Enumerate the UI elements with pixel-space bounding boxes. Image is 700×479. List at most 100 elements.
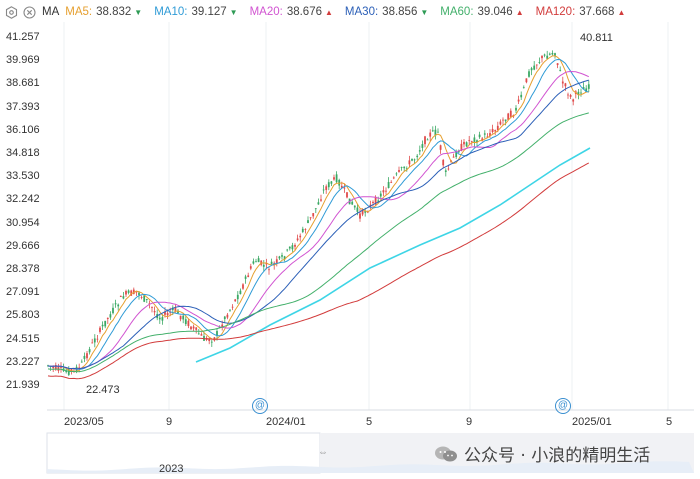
legend-item-value: 38.676	[286, 6, 322, 18]
candle	[408, 160, 411, 165]
candle	[546, 55, 549, 59]
candle	[528, 71, 530, 77]
candle	[353, 205, 356, 208]
candle	[291, 245, 294, 250]
candle	[135, 291, 138, 293]
wechat-icon	[435, 446, 457, 461]
candle	[268, 269, 270, 271]
candle	[413, 159, 416, 161]
settings-icon[interactable]	[4, 5, 18, 19]
candle	[551, 53, 554, 55]
candle	[125, 290, 127, 295]
candle	[507, 113, 510, 120]
candle	[190, 326, 192, 330]
x-tick-label: 9	[466, 416, 473, 428]
candle	[444, 170, 447, 172]
candle	[468, 139, 471, 141]
candle	[509, 110, 512, 117]
candle	[416, 155, 419, 158]
candle	[491, 128, 494, 133]
x-tick-label: 5	[366, 416, 373, 428]
candle	[411, 158, 413, 161]
y-tick-label: 29.666	[6, 239, 40, 252]
candle	[223, 316, 226, 320]
candle	[330, 181, 333, 184]
ma5-line	[47, 55, 589, 372]
candle	[580, 92, 582, 94]
candle	[374, 196, 377, 205]
candle	[582, 87, 585, 90]
x-tick-label: 2025/01	[572, 416, 612, 428]
y-tick-label: 39.969	[6, 54, 40, 67]
candle	[93, 338, 96, 343]
y-tick-label: 23.227	[6, 355, 40, 368]
candle	[351, 201, 354, 205]
candle	[86, 353, 88, 359]
candle	[112, 307, 114, 314]
candle	[457, 150, 460, 153]
y-tick-label: 25.803	[6, 309, 40, 322]
candle	[398, 170, 400, 172]
y-tick-label: 33.530	[6, 170, 40, 183]
candle	[517, 99, 520, 102]
arrow-up-icon: ▲	[515, 8, 524, 17]
watermark-text: 公众号 · 小浪的精明生活	[464, 446, 651, 466]
candle	[91, 342, 94, 344]
event-marker-icon[interactable]: @	[555, 398, 571, 414]
y-tick-label: 37.393	[6, 100, 40, 113]
candle	[470, 141, 473, 143]
candle	[533, 65, 536, 70]
legend-item-value: 39.046	[477, 6, 513, 18]
event-marker-icon[interactable]: @	[252, 398, 268, 414]
candle	[249, 266, 252, 269]
candle	[489, 133, 491, 136]
candle	[65, 371, 68, 373]
long-ma-line	[195, 147, 591, 363]
x-tick-label: 9	[166, 416, 173, 428]
candle	[179, 315, 182, 320]
candle	[80, 361, 83, 363]
candle	[559, 69, 562, 71]
candle	[236, 294, 239, 300]
legend-item-ma5: MA5: 38.832 ▼	[65, 6, 142, 18]
candle	[473, 137, 476, 143]
candle	[538, 62, 541, 63]
candle	[177, 310, 179, 314]
candle	[216, 331, 218, 336]
candle	[106, 317, 109, 320]
candle	[182, 315, 185, 320]
candle	[132, 289, 135, 294]
candle	[296, 238, 299, 241]
legend-item-name: MA60:	[440, 6, 474, 18]
candle	[382, 190, 385, 193]
candle	[572, 99, 575, 102]
candle	[429, 132, 432, 137]
candle	[343, 187, 346, 189]
candle	[270, 261, 273, 265]
candle	[231, 306, 234, 308]
candle	[234, 299, 237, 302]
legend-item-ma30: MA30: 38.856 ▼	[345, 6, 428, 18]
candle	[437, 131, 439, 133]
arrow-down-icon: ▼	[420, 8, 429, 17]
low-annotation: 22.473	[86, 384, 120, 396]
close-icon[interactable]	[22, 5, 36, 19]
candle	[288, 246, 291, 249]
ma-legend-bar: MA MA5: 38.832 ▼ MA10: 39.127 ▼ MA20: 38.676 ▲ MA…	[0, 0, 700, 24]
ma120-line	[47, 162, 590, 380]
candle	[515, 107, 517, 111]
candle	[418, 150, 421, 152]
candle	[265, 263, 268, 265]
candle	[447, 168, 450, 170]
candle	[356, 207, 359, 212]
candle	[229, 309, 231, 311]
candle	[322, 189, 325, 191]
navigator-handle-icon[interactable]: ⇔	[318, 447, 328, 458]
candle	[387, 182, 390, 188]
candle	[585, 88, 588, 93]
y-tick-label: 28.378	[6, 263, 40, 275]
candle	[460, 143, 463, 151]
candle	[294, 244, 296, 247]
candle	[543, 54, 546, 56]
